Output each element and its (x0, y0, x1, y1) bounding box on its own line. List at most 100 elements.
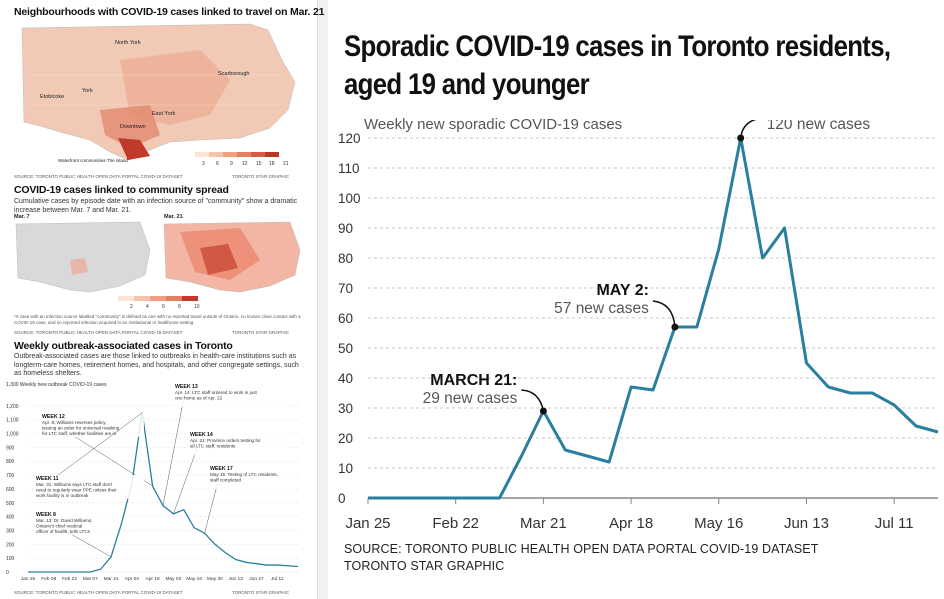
y-tick-label-100: 100 (338, 191, 361, 206)
outbreak-x-tick-3: Mar 07 (83, 576, 98, 582)
outbreak-annotation-text-3-0: May 15: Testing of LTC residents, (210, 472, 278, 477)
chart-title-line1: Sporadic COVID-19 cases in Toronto resid… (344, 30, 891, 63)
y-tick-label-40: 40 (338, 371, 353, 386)
outbreak-annotation-bg-1 (40, 413, 144, 437)
outbreak-y-tick-700: 700 (6, 473, 15, 479)
chart-source: SOURCE: TORONTO PUBLIC HEALTH OPEN DATA … (344, 541, 818, 575)
outbreak-leader-4 (45, 412, 143, 485)
map-label-scarborough: Scarborough (218, 71, 250, 77)
outbreak-description: Outbreak-associated cases are those link… (14, 353, 299, 377)
svg-text:12: 12 (242, 161, 248, 167)
outbreak-y-tick-300: 300 (6, 528, 15, 534)
community-map-label-mar7: Mar. 7 (14, 214, 30, 220)
y-tick-label-20: 20 (338, 431, 353, 446)
y-tick-label-50: 50 (338, 341, 353, 356)
outbreak-y-tick-200: 200 (6, 542, 15, 548)
outbreak-y-tick-1000: 1,000 (6, 432, 19, 438)
outbreak-x-tick-1: Feb 08 (41, 576, 56, 582)
chart-source-line1: SOURCE: TORONTO PUBLIC HEALTH OPEN DATA … (344, 542, 819, 556)
outbreak-annotation-bg-3 (208, 465, 296, 489)
outbreak-y-tick-600: 600 (6, 487, 15, 493)
annotation-head-0: MARCH 21: (430, 372, 517, 389)
svg-text:4: 4 (146, 304, 149, 310)
map-label-etobicoke: Etobicoke (40, 94, 64, 100)
map-label-york: York (82, 88, 93, 94)
community-map-title: COVID-19 cases linked to community sprea… (14, 184, 229, 196)
community-map-credit: TORONTO STAR GRAPHIC (232, 330, 290, 335)
outbreak-annotation-head-3: WEEK 17 (210, 466, 233, 472)
main-line-chart: 0 10 20 30 40 50 60 70 80 90 100 110 120 Jan 25 Feb 22… (338, 120, 939, 532)
svg-text:15: 15 (256, 161, 262, 167)
travel-map-waterfront (118, 138, 150, 160)
svg-text:6: 6 (162, 304, 165, 310)
y-tick-label-80: 80 (338, 251, 353, 266)
y-tick-label-10: 10 (338, 461, 353, 476)
outbreak-x-tick-0: Jan 25 (21, 576, 36, 582)
map-label-east-york: East York (152, 111, 175, 117)
left-article-panel: Neighbourhoods with COVID-19 cases linke… (0, 0, 324, 599)
outbreak-y-tick-400: 400 (6, 515, 15, 521)
map-label-downtown: Downtown (120, 124, 146, 130)
chart-title-line2: aged 19 and younger (344, 68, 590, 101)
x-tick-label-1: Feb 22 (432, 515, 479, 532)
travel-map-source: SOURCE: TORONTO PUBLIC HEALTH OPEN DATA … (14, 174, 183, 179)
map-label-north-york: North York (115, 40, 141, 46)
x-tick-label-2: Mar 21 (520, 515, 567, 532)
svg-text:8: 8 (178, 304, 181, 310)
svg-text:18: 18 (269, 161, 275, 167)
chart-title: Sporadic COVID-19 cases in Toronto resid… (344, 28, 891, 104)
outbreak-annotation-text-1-1: issuing an order for universal masking (42, 426, 120, 431)
y-tick-label-60: 60 (338, 311, 353, 326)
community-map-label-mar21: Mar. 21 (164, 214, 183, 220)
outbreak-x-tick-8: May 16 (186, 576, 202, 582)
svg-text:21: 21 (283, 161, 289, 167)
main-chart-panel: Sporadic COVID-19 cases in Toronto resid… (328, 0, 944, 599)
outbreak-annotation-text-2-0: Apr. 21: Province orders testing for (190, 438, 261, 443)
y-tick-label-120: 120 (338, 131, 361, 146)
outbreak-annotation-text-0-1: one home as of Apr. 22 (175, 396, 223, 401)
annotation-point-1 (671, 323, 679, 331)
annotation-leader-2 (739, 120, 757, 139)
outbreak-annotation-head-0: WEEK 13 (175, 384, 198, 390)
outbreak-x-tick-6: Apr 18 (146, 576, 160, 582)
outbreak-leader-0 (162, 391, 186, 506)
annotation-leader-1 (652, 300, 676, 328)
outbreak-annotation-bg-4 (34, 475, 144, 499)
outbreak-x-tick-2: Feb 22 (62, 576, 77, 582)
outbreak-annotation-text-4-2: work facility is in outbreak (36, 493, 89, 498)
outbreak-annotation-text-0-0: Apr. 14: LTC staff ordered to work in ju… (175, 390, 258, 395)
svg-text:2: 2 (130, 304, 133, 310)
annotation-point-2 (737, 134, 745, 142)
travel-map: North York Scarborough Etobicoke York Ea… (21, 23, 296, 167)
outbreak-title: Weekly outbreak-associated cases in Toro… (14, 340, 233, 352)
annotation-point-0 (539, 407, 547, 415)
outbreak-x-tick-9: May 30 (207, 576, 223, 582)
outbreak-y-tick-100: 100 (6, 556, 15, 562)
outbreak-y-tick-500: 500 (6, 501, 15, 507)
outbreak-annotation-head-1: WEEK 12 (42, 414, 65, 420)
annotation-text-0: 29 new cases (423, 390, 518, 407)
outbreak-annotation-text-5-1: Ontario's chief medical (36, 524, 82, 529)
outbreak-y-tick-1200: 1,200 (6, 404, 19, 410)
outbreak-annotation-text-1-0: Apr. 8: Williams reverses policy, (42, 420, 107, 425)
y-tick-label-70: 70 (338, 281, 353, 296)
x-tick-label-5: Jun 13 (784, 515, 829, 532)
svg-text:6: 6 (216, 161, 219, 167)
outbreak-annotation-text-2-1: all LTC staff, residents (190, 444, 236, 449)
community-map-legend: 2 4 6 8 10 (118, 296, 200, 310)
community-maps: 2 4 6 8 10 (15, 221, 301, 310)
outbreak-annotation-text-5-2: officer of health, tells LTCs (36, 529, 91, 534)
outbreak-annotation-text-1-2: for LTC staff, whether facilities are in (42, 431, 117, 436)
x-tick-label-3: Apr 18 (609, 515, 653, 532)
outbreak-annotation-bg-0 (173, 383, 283, 407)
outbreak-annotation-text-4-0: Mar. 31: Williams says LTC staff don't (36, 482, 113, 487)
outbreak-annotation-head-2: WEEK 14 (190, 432, 213, 438)
map-label-waterfront: Waterfront communities-The Island (58, 158, 128, 163)
outbreak-annotation-bg-2 (188, 431, 288, 455)
svg-text:10: 10 (194, 304, 200, 310)
y-tick-label-30: 30 (338, 401, 353, 416)
x-tick-label-0: Jan 25 (345, 515, 390, 532)
annotation-head-1: MAY 2: (596, 282, 648, 299)
travel-map-region-core (100, 105, 160, 148)
